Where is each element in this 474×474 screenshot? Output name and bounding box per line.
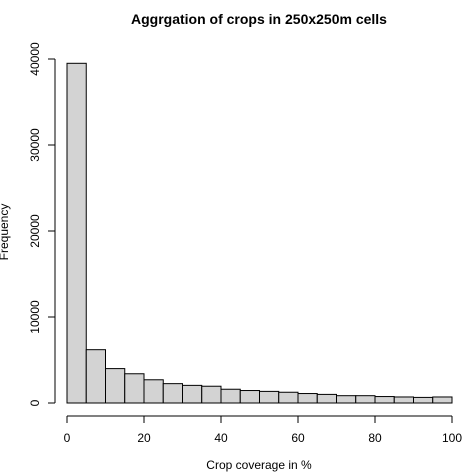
histogram-bar-9 [239,390,260,404]
x-tick-label-3: 60 [291,431,305,445]
histogram-bar-19 [432,396,453,404]
histogram-bar-14 [336,395,357,404]
histogram-bar-17 [393,396,414,404]
histogram-bar-13 [316,393,337,404]
y-tick-label-1: 10000 [28,300,42,334]
histogram-bar-8 [220,388,241,404]
y-tick-label-2: 20000 [28,214,42,248]
histogram-bar-12 [297,393,318,404]
histogram-bar-10 [259,390,280,404]
histogram-bar-5 [162,383,183,404]
x-tick-label-2: 40 [214,431,228,445]
histogram-bar-15 [355,395,376,404]
x-tick-label-4: 80 [368,431,382,445]
x-tick-label-1: 20 [137,431,151,445]
x-tick-label-0: 0 [64,431,71,445]
y-axis: 0 10000 20000 30000 40000 [28,42,56,406]
y-axis-label: Frequency [0,204,11,261]
y-tick-label-3: 30000 [28,128,42,162]
histogram-bar-16 [374,396,395,404]
x-axis-label: Crop coverage in % [206,458,312,472]
histogram-bar-11 [278,391,299,404]
histogram-bar-3 [124,373,145,404]
histogram-bar-2 [105,368,126,404]
y-tick-label-0: 0 [28,399,42,406]
histogram-bar-4 [143,379,164,404]
bars-group [66,62,453,404]
chart-title: Aggrgation of crops in 250x250m cells [131,11,387,27]
histogram-bar-6 [182,384,203,404]
histogram-bar-7 [201,385,222,404]
x-axis: 0 20 40 60 80 100 [64,415,462,445]
y-tick-label-4: 40000 [28,42,42,76]
histogram-bar-0 [66,62,87,404]
x-tick-label-5: 100 [442,431,462,445]
histogram-bar-18 [413,396,434,404]
histogram-bar-1 [85,349,106,404]
